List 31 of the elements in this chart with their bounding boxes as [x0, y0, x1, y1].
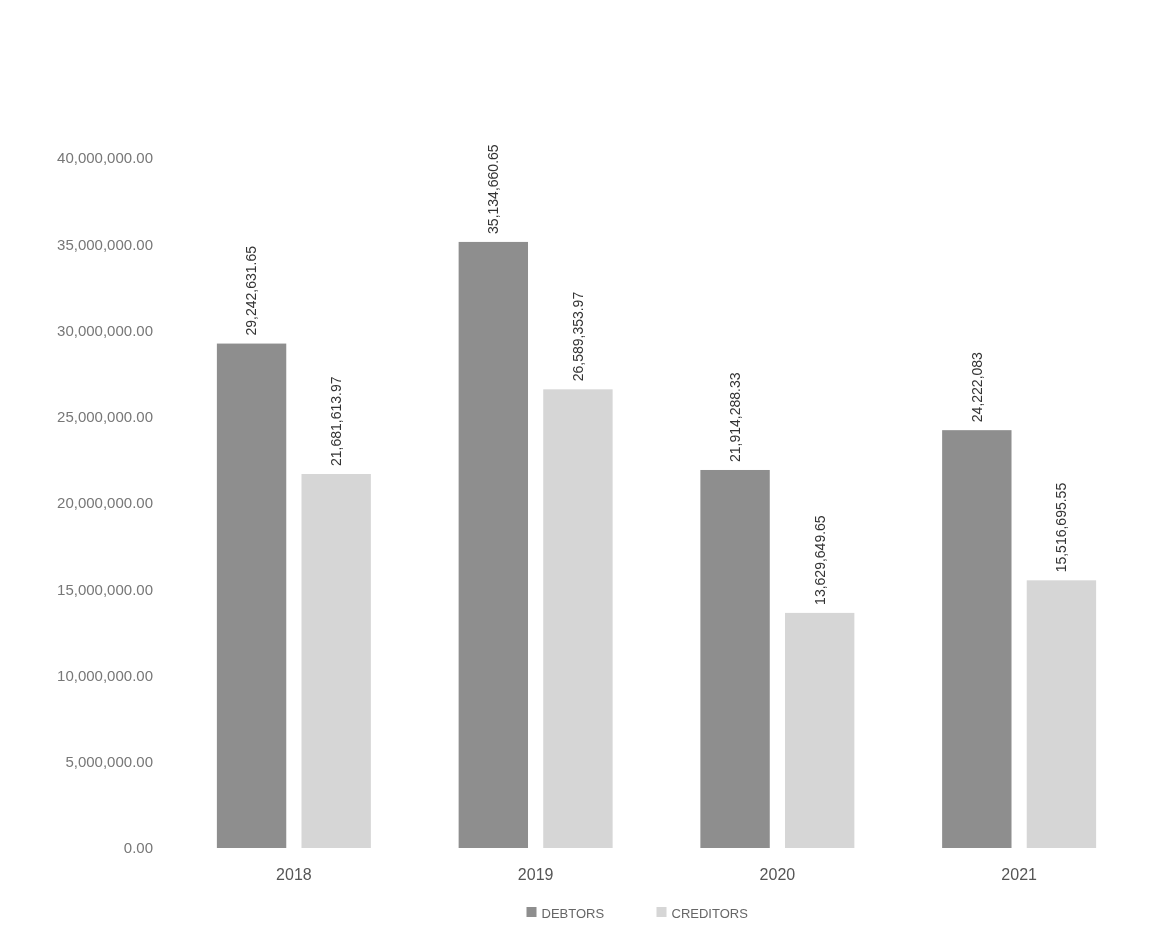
y-tick-label: 20,000,000.00 [57, 494, 153, 512]
legend-label: CREDITORS [671, 905, 749, 921]
data-label: 13,629,649.65 [811, 515, 828, 605]
bar [543, 389, 613, 848]
bar [784, 612, 855, 848]
y-tick-label: 35,000,000.00 [57, 235, 153, 253]
data-label: 35,134,660.65 [485, 144, 502, 234]
bar [301, 473, 371, 848]
data-label: 24,222,083 [968, 351, 985, 423]
bar [942, 430, 1012, 848]
data-label: 21,681,613.97 [328, 376, 345, 466]
data-label: 15,516,695.55 [1053, 482, 1070, 573]
bar [700, 469, 770, 848]
x-tick-label: 2019 [517, 866, 554, 883]
x-tick-label: 2021 [1001, 866, 1038, 883]
y-tick-label: 5,000,000.00 [65, 753, 153, 770]
data-label: 29,242,631.65 [243, 245, 260, 336]
bar [1026, 580, 1097, 848]
y-tick-label: 40,000,000.00 [57, 149, 153, 167]
data-label: 26,589,353.97 [569, 291, 586, 382]
bar [216, 343, 287, 848]
y-tick-label: 30,000,000.00 [57, 321, 153, 339]
bar [458, 241, 529, 848]
data-label: 21,914,288.33 [726, 372, 743, 462]
y-tick-label: 0.00 [123, 839, 153, 857]
x-tick-label: 2020 [759, 866, 796, 883]
y-tick-label: 15,000,000.00 [57, 580, 153, 598]
y-tick-label: 25,000,000.00 [57, 408, 153, 425]
y-tick-label: 10,000,000.00 [57, 666, 153, 684]
x-tick-label: 2018 [276, 866, 312, 883]
legend-label: DEBTORS [541, 905, 605, 921]
